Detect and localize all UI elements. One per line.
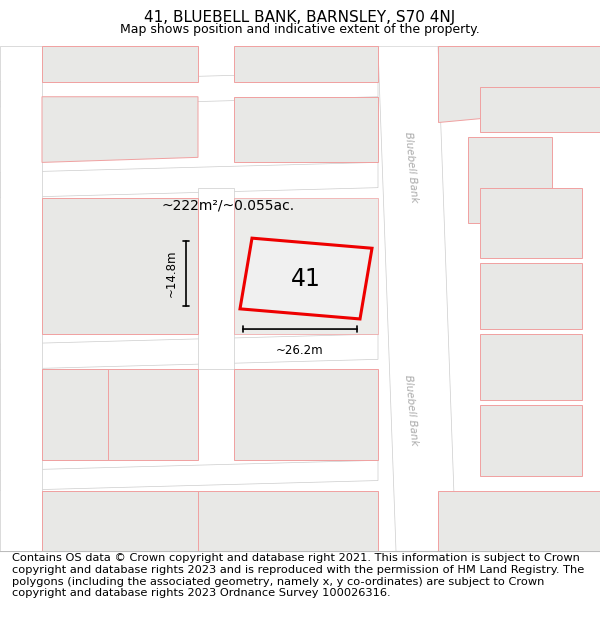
Polygon shape (234, 97, 378, 158)
Polygon shape (42, 97, 198, 162)
Text: ~26.2m: ~26.2m (276, 344, 324, 357)
Polygon shape (234, 46, 378, 82)
Polygon shape (480, 334, 582, 400)
Text: ~14.8m: ~14.8m (164, 250, 178, 298)
Polygon shape (42, 46, 198, 82)
Polygon shape (0, 461, 378, 491)
Text: 41, BLUEBELL BANK, BARNSLEY, S70 4NJ: 41, BLUEBELL BANK, BARNSLEY, S70 4NJ (145, 10, 455, 25)
Polygon shape (438, 491, 600, 551)
Polygon shape (42, 369, 108, 461)
Polygon shape (42, 369, 198, 461)
Polygon shape (0, 71, 378, 107)
Polygon shape (0, 162, 378, 198)
Polygon shape (234, 97, 378, 162)
Polygon shape (234, 198, 378, 334)
Text: Bluebell Bank: Bluebell Bank (403, 374, 419, 446)
Text: ~222m²/~0.055ac.: ~222m²/~0.055ac. (161, 199, 295, 213)
Polygon shape (480, 188, 582, 258)
Polygon shape (378, 46, 456, 551)
Text: Bluebell Bank: Bluebell Bank (403, 132, 419, 203)
Polygon shape (468, 137, 552, 223)
Polygon shape (42, 491, 198, 551)
Polygon shape (438, 46, 600, 122)
Polygon shape (234, 369, 378, 461)
Polygon shape (480, 87, 600, 132)
Text: Contains OS data © Crown copyright and database right 2021. This information is : Contains OS data © Crown copyright and d… (12, 554, 584, 598)
Polygon shape (0, 46, 42, 551)
Text: Map shows position and indicative extent of the property.: Map shows position and indicative extent… (120, 23, 480, 36)
Polygon shape (480, 263, 582, 329)
Text: 41: 41 (291, 266, 321, 291)
Polygon shape (0, 334, 378, 369)
Polygon shape (42, 491, 378, 551)
Polygon shape (42, 198, 198, 334)
Polygon shape (240, 238, 372, 319)
Polygon shape (480, 405, 582, 476)
Polygon shape (198, 188, 234, 369)
